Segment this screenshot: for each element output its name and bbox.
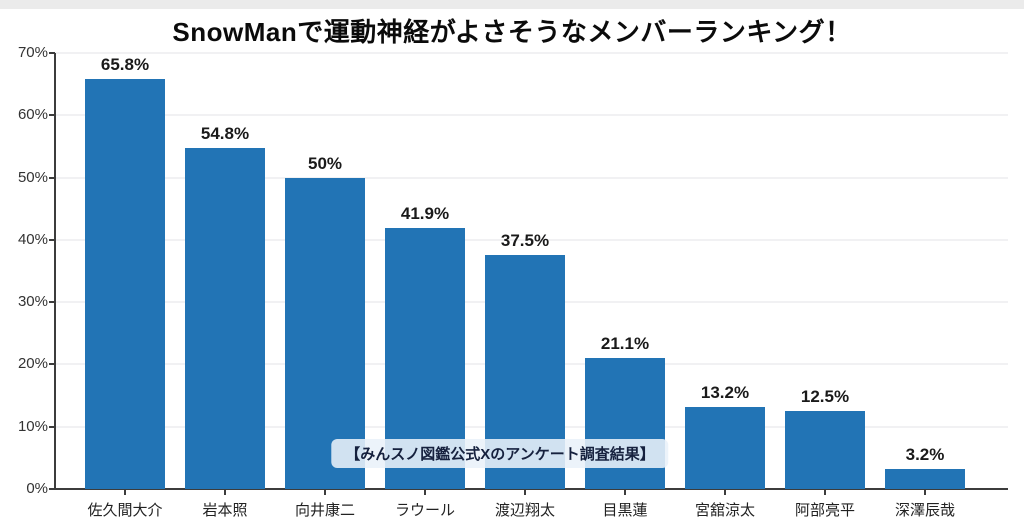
- x-axis-label: 目黒蓮: [602, 502, 648, 519]
- x-axis-tick: [124, 489, 126, 495]
- x-axis-tick: [324, 489, 326, 495]
- bar-value-label: 41.9%: [400, 204, 450, 224]
- bar-value-label: 13.2%: [700, 382, 750, 402]
- x-axis-label: 阿部亮平: [794, 502, 855, 519]
- y-axis-label: 0%: [26, 480, 48, 497]
- x-axis-tick: [224, 489, 226, 495]
- bar: [585, 357, 665, 489]
- y-axis-tick: [49, 176, 55, 179]
- y-axis-label: 10%: [17, 417, 48, 435]
- annotation-badge: 【みんスノ図鑑公式Xのアンケート調査結果】: [331, 439, 669, 468]
- chart-title: SnowManで運動神経がよさそうなメンバーランキング！: [172, 17, 852, 47]
- gridline: [55, 114, 1008, 117]
- y-axis-tick: [49, 114, 55, 117]
- x-axis-label: 向井康二: [294, 502, 355, 519]
- bar: [885, 469, 965, 489]
- x-axis-tick: [924, 489, 926, 495]
- top-strip: [0, 0, 1024, 9]
- gridline: [55, 176, 1008, 179]
- bar-value-label: 3.2%: [905, 445, 945, 465]
- bar: [785, 411, 865, 489]
- x-axis-label: 渡辺翔太: [494, 502, 555, 519]
- x-axis-label: 深澤辰哉: [894, 502, 955, 519]
- x-axis-label: 岩本照: [202, 502, 248, 519]
- bar-value-label: 65.8%: [100, 55, 150, 75]
- bar: [285, 177, 365, 489]
- y-axis-label: 70%: [17, 44, 48, 61]
- x-axis-tick: [624, 489, 626, 495]
- y-axis-label: 30%: [17, 293, 48, 311]
- y-axis-label: 20%: [17, 355, 48, 373]
- bar-value-label: 21.1%: [600, 333, 650, 353]
- bar: [85, 79, 165, 489]
- x-axis-tick: [724, 489, 726, 495]
- x-axis-tick: [424, 489, 426, 495]
- bar-value-label: 37.5%: [500, 231, 550, 251]
- y-axis-tick: [49, 363, 55, 366]
- bar: [185, 147, 265, 489]
- x-axis-label: 宮舘涼太: [694, 502, 755, 519]
- x-axis-line: [54, 488, 1008, 490]
- gridline: [55, 52, 1008, 54]
- y-axis-line: [54, 53, 56, 489]
- y-axis-tick: [49, 425, 55, 428]
- y-axis-label: 60%: [17, 106, 48, 124]
- bar-value-label: 50%: [307, 153, 343, 173]
- y-axis-label: 50%: [17, 168, 48, 186]
- y-axis-label: 40%: [17, 230, 48, 248]
- bar-value-label: 12.5%: [800, 387, 850, 407]
- gridline: [55, 238, 1008, 241]
- y-axis-tick: [49, 52, 55, 54]
- bar: [685, 406, 765, 489]
- x-axis-label: 佐久間大介: [87, 502, 163, 519]
- y-axis-tick: [49, 238, 55, 241]
- x-axis-tick: [524, 489, 526, 495]
- y-axis-tick: [49, 488, 55, 490]
- y-axis-tick: [49, 301, 55, 304]
- bar-value-label: 54.8%: [200, 123, 250, 143]
- x-axis-tick: [824, 489, 826, 495]
- x-axis-label: ラウール: [394, 502, 455, 519]
